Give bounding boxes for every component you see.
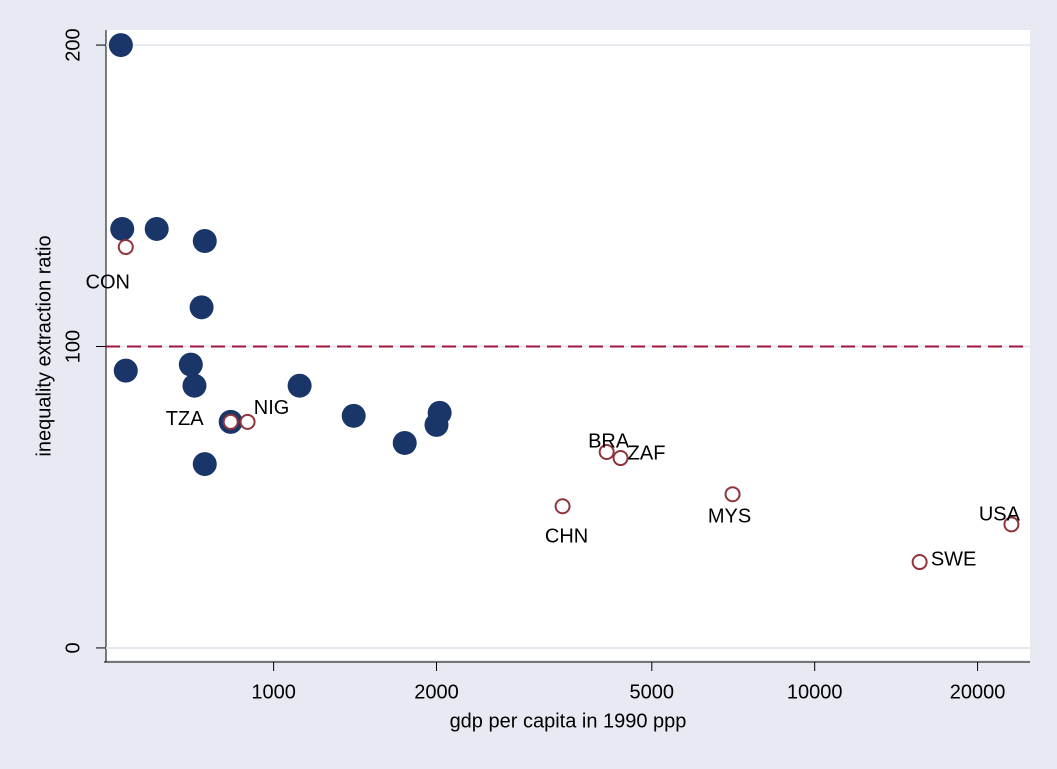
point [108,33,133,58]
point-label: TZA [166,408,204,430]
point-label: CHN [545,526,588,548]
point [222,413,239,430]
y-tick-label: 0 [62,642,84,653]
x-tick-label: 10000 [787,681,843,703]
point-label: USA [979,504,1021,526]
point [144,216,169,241]
point [724,486,741,503]
x-tick-label: 5000 [630,681,675,703]
point [113,358,138,383]
point [911,554,928,571]
x-tick-label: 1000 [251,681,296,703]
point-label: SWE [931,548,977,570]
point [192,229,217,254]
point [182,373,207,398]
point-label: ZAF [628,442,666,464]
point [189,295,214,320]
y-tick-label: 200 [62,28,84,61]
point [192,452,217,477]
point [554,498,571,515]
plot-area [106,30,1030,660]
point [110,216,135,241]
point [598,444,615,461]
x-tick-label: 2000 [414,681,459,703]
x-axis-title: gdp per capita in 1990 ppp [450,710,687,732]
point-label: BRA [588,430,630,452]
point-label: CON [86,271,130,293]
point [392,430,417,455]
point-label: MYS [708,505,751,527]
y-axis-title: inequality extraction ratio [33,235,55,456]
point [427,400,452,425]
point [287,373,312,398]
point [239,413,256,430]
y-tick-label: 100 [62,330,84,363]
point [178,352,203,377]
point [341,403,366,428]
point [612,450,629,467]
point [117,239,134,256]
point-label: NIG [254,397,290,419]
point [1003,516,1020,533]
x-tick-label: 20000 [950,681,1006,703]
